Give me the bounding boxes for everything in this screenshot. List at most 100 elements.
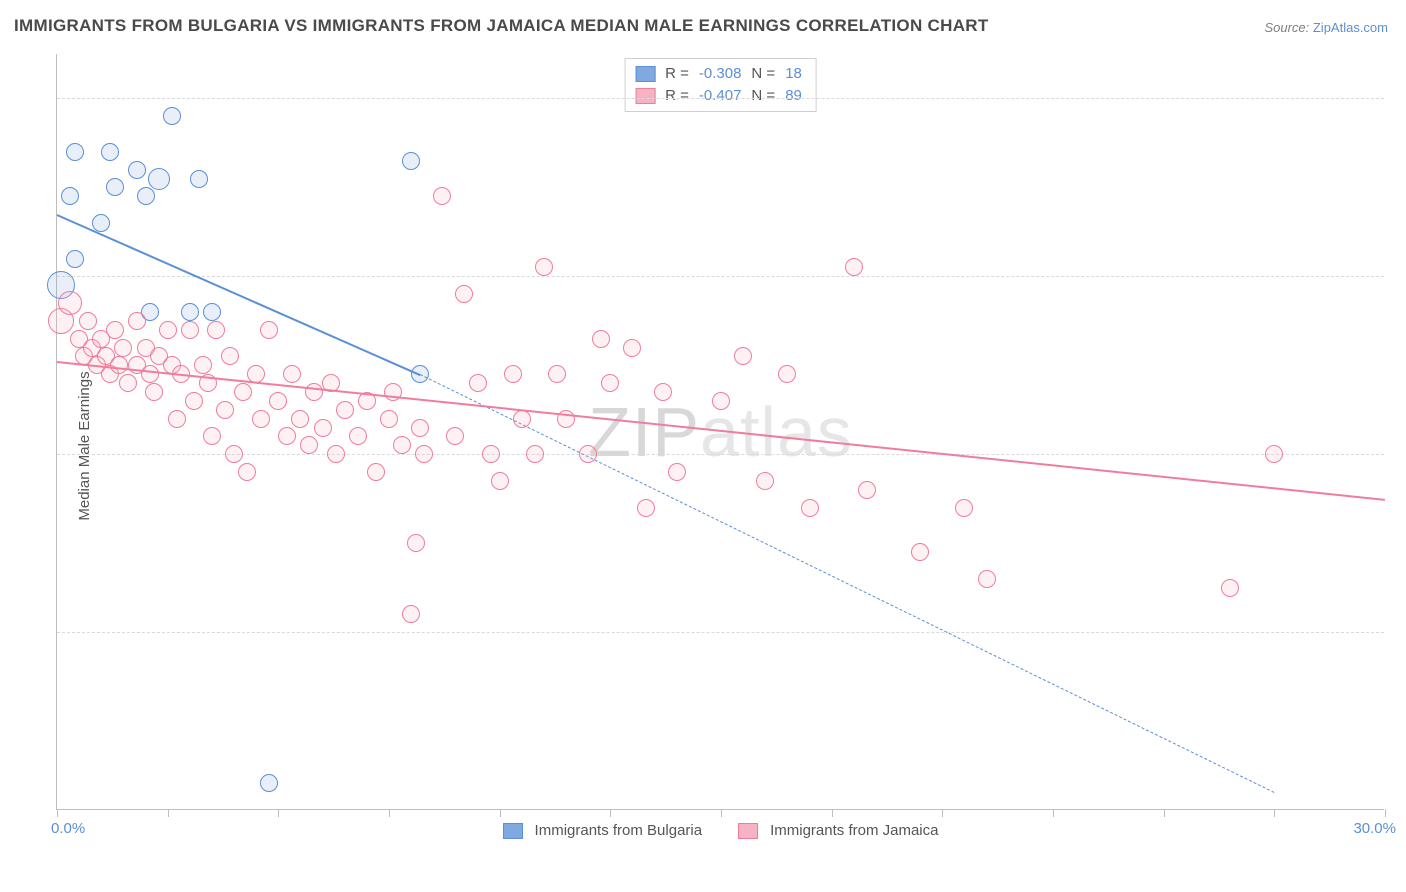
scatter-point-jamaica <box>283 365 301 383</box>
scatter-point-bulgaria <box>181 303 199 321</box>
x-tick <box>57 809 58 817</box>
scatter-point-jamaica <box>433 187 451 205</box>
scatter-point-jamaica <box>734 347 752 365</box>
scatter-point-bulgaria <box>106 178 124 196</box>
scatter-point-bulgaria <box>203 303 221 321</box>
scatter-point-jamaica <box>79 312 97 330</box>
scatter-point-jamaica <box>482 445 500 463</box>
plot-area: ZIPatlas R = -0.308 N = 18R = -0.407 N =… <box>56 54 1384 810</box>
scatter-point-jamaica <box>579 445 597 463</box>
y-tick-label: $40,000 <box>1396 446 1406 463</box>
gridline-h <box>57 632 1384 633</box>
scatter-point-jamaica <box>513 410 531 428</box>
legend-r-value: -0.308 <box>699 63 742 85</box>
scatter-point-jamaica <box>367 463 385 481</box>
scatter-point-jamaica <box>349 427 367 445</box>
scatter-point-jamaica <box>216 401 234 419</box>
scatter-point-jamaica <box>393 436 411 454</box>
scatter-point-jamaica <box>234 383 252 401</box>
chart-container: IMMIGRANTS FROM BULGARIA VS IMMIGRANTS F… <box>0 0 1406 892</box>
scatter-point-jamaica <box>238 463 256 481</box>
scatter-point-jamaica <box>168 410 186 428</box>
scatter-point-bulgaria <box>101 143 119 161</box>
scatter-point-jamaica <box>911 543 929 561</box>
scatter-point-bulgaria <box>61 187 79 205</box>
scatter-point-jamaica <box>278 427 296 445</box>
scatter-point-jamaica <box>756 472 774 490</box>
x-tick <box>278 809 279 817</box>
source-label: Source: <box>1264 20 1312 35</box>
scatter-point-jamaica <box>203 427 221 445</box>
source-value: ZipAtlas.com <box>1313 20 1388 35</box>
scatter-point-jamaica <box>327 445 345 463</box>
scatter-point-jamaica <box>504 365 522 383</box>
x-tick <box>1385 809 1386 817</box>
x-tick <box>721 809 722 817</box>
gridline-h <box>57 98 1384 99</box>
scatter-point-jamaica <box>668 463 686 481</box>
scatter-point-jamaica <box>314 419 332 437</box>
scatter-point-jamaica <box>654 383 672 401</box>
scatter-point-jamaica <box>128 312 146 330</box>
x-tick <box>942 809 943 817</box>
legend-r-value: -0.407 <box>699 85 742 107</box>
x-tick <box>500 809 501 817</box>
scatter-point-jamaica <box>114 339 132 357</box>
scatter-point-jamaica <box>225 445 243 463</box>
scatter-point-jamaica <box>592 330 610 348</box>
scatter-point-jamaica <box>778 365 796 383</box>
scatter-point-jamaica <box>106 321 124 339</box>
legend-n-value: 89 <box>785 85 802 107</box>
legend-stat-row: R = -0.407 N = 89 <box>635 85 806 107</box>
scatter-point-jamaica <box>110 356 128 374</box>
scatter-point-bulgaria <box>92 214 110 232</box>
y-tick-label: $20,000 <box>1396 624 1406 641</box>
scatter-point-jamaica <box>119 374 137 392</box>
scatter-point-jamaica <box>380 410 398 428</box>
scatter-point-jamaica <box>1265 445 1283 463</box>
scatter-point-bulgaria <box>148 168 170 190</box>
scatter-point-jamaica <box>446 427 464 445</box>
y-tick-label: $60,000 <box>1396 268 1406 285</box>
x-axis-min-label: 0.0% <box>51 820 85 837</box>
scatter-point-jamaica <box>623 339 641 357</box>
scatter-point-jamaica <box>181 321 199 339</box>
legend-stat-row: R = -0.308 N = 18 <box>635 63 806 85</box>
legend-swatch <box>635 66 655 82</box>
scatter-point-jamaica <box>469 374 487 392</box>
scatter-point-jamaica <box>1221 579 1239 597</box>
scatter-point-jamaica <box>300 436 318 454</box>
legend-swatch <box>635 88 655 104</box>
source-credit: Source: ZipAtlas.com <box>1264 20 1388 35</box>
legend-r-label: R = <box>665 85 689 107</box>
scatter-point-jamaica <box>336 401 354 419</box>
scatter-point-jamaica <box>58 291 82 315</box>
scatter-point-jamaica <box>858 481 876 499</box>
scatter-point-bulgaria <box>128 161 146 179</box>
scatter-point-jamaica <box>411 419 429 437</box>
regression-bulgaria-dash <box>420 374 1275 793</box>
scatter-point-jamaica <box>185 392 203 410</box>
scatter-point-jamaica <box>845 258 863 276</box>
scatter-point-bulgaria <box>137 187 155 205</box>
scatter-point-jamaica <box>955 499 973 517</box>
x-tick <box>389 809 390 817</box>
gridline-h <box>57 276 1384 277</box>
scatter-point-jamaica <box>526 445 544 463</box>
scatter-point-jamaica <box>455 285 473 303</box>
scatter-point-bulgaria <box>163 107 181 125</box>
scatter-point-bulgaria <box>190 170 208 188</box>
scatter-point-jamaica <box>712 392 730 410</box>
scatter-point-bulgaria <box>66 250 84 268</box>
scatter-point-jamaica <box>207 321 225 339</box>
legend-series: Immigrants from BulgariaImmigrants from … <box>503 822 939 839</box>
gridline-h <box>57 454 1384 455</box>
scatter-point-jamaica <box>145 383 163 401</box>
scatter-point-bulgaria <box>260 774 278 792</box>
scatter-point-jamaica <box>491 472 509 490</box>
scatter-point-jamaica <box>305 383 323 401</box>
x-axis-max-label: 30.0% <box>1353 820 1396 837</box>
legend-item-jamaica: Immigrants from Jamaica <box>738 822 938 839</box>
legend-label: Immigrants from Jamaica <box>770 822 938 839</box>
scatter-point-jamaica <box>291 410 309 428</box>
